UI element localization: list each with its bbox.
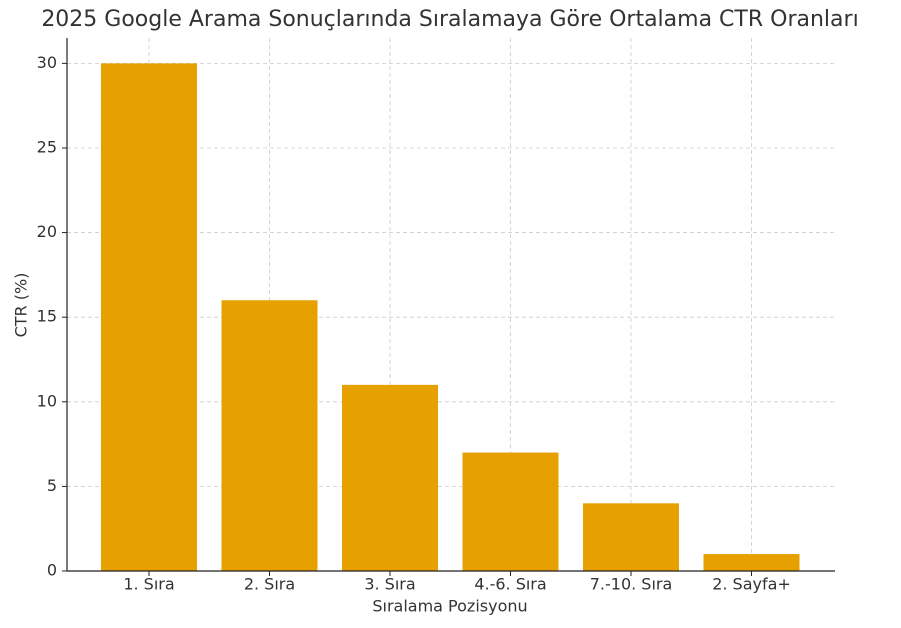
x-tick-label: 2. Sayfa+ <box>712 575 791 594</box>
x-tick-label: 7.-10. Sıra <box>590 575 673 594</box>
x-tick-label: 4.-6. Sıra <box>474 575 546 594</box>
x-tick-label: 3. Sıra <box>364 575 415 594</box>
y-tick-label: 30 <box>37 53 57 72</box>
y-tick-label: 10 <box>37 391 57 410</box>
y-tick-label: 20 <box>37 222 57 241</box>
y-tick-label: 5 <box>47 476 57 495</box>
y-tick-label: 0 <box>47 561 57 580</box>
bar <box>462 452 559 571</box>
bar <box>342 384 438 571</box>
chart-title: 2025 Google Arama Sonuçlarında Sıralamay… <box>41 7 858 32</box>
y-tick-label: 15 <box>37 307 57 326</box>
x-axis-label: Sıralama Pozisyonu <box>372 597 527 616</box>
bar <box>101 63 197 571</box>
x-tick-label: 1. Sıra <box>123 575 174 594</box>
x-tick-label: 2. Sıra <box>244 575 295 594</box>
bar <box>221 300 318 571</box>
y-tick-label: 25 <box>37 137 57 156</box>
y-axis-label: CTR (%) <box>12 273 31 338</box>
bar <box>703 554 800 571</box>
bar <box>583 503 679 571</box>
